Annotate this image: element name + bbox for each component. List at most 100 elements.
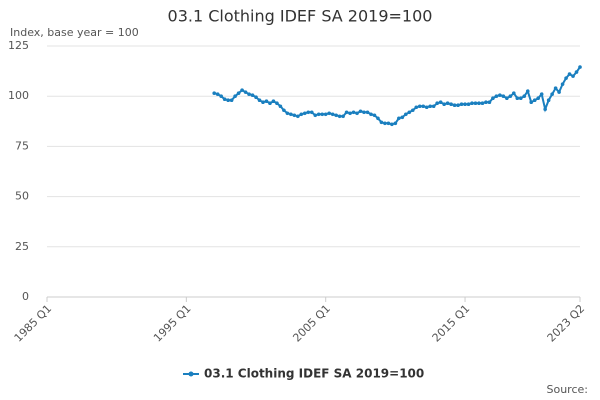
point bbox=[275, 101, 279, 106]
point bbox=[400, 115, 405, 120]
x-tick-label: 2015 Q1 bbox=[430, 302, 473, 345]
point bbox=[330, 112, 335, 117]
y-tick-label: 75 bbox=[15, 139, 29, 152]
x-tick-label: 1985 Q1 bbox=[12, 302, 55, 345]
point bbox=[379, 120, 384, 125]
point bbox=[309, 110, 314, 115]
point bbox=[323, 112, 328, 117]
point bbox=[470, 101, 474, 106]
point bbox=[243, 90, 248, 94]
point bbox=[532, 98, 537, 103]
point bbox=[362, 110, 366, 115]
point bbox=[369, 112, 373, 117]
source-note: Source: bbox=[547, 383, 589, 396]
point bbox=[473, 101, 478, 106]
point bbox=[445, 101, 450, 106]
point bbox=[505, 96, 509, 101]
point bbox=[355, 111, 359, 116]
point bbox=[459, 102, 464, 107]
point bbox=[215, 92, 220, 96]
point bbox=[386, 121, 391, 126]
point bbox=[299, 112, 304, 117]
point bbox=[261, 100, 265, 105]
point bbox=[414, 105, 419, 110]
point bbox=[257, 98, 262, 103]
point bbox=[494, 94, 499, 98]
point bbox=[397, 116, 401, 121]
point bbox=[498, 93, 502, 97]
point bbox=[466, 102, 471, 107]
point bbox=[515, 96, 520, 101]
legend-label: 03.1 Clothing IDEF SA 2019=100 bbox=[204, 367, 424, 381]
point bbox=[240, 88, 244, 92]
y-tick-label: 50 bbox=[15, 190, 29, 203]
point bbox=[344, 110, 349, 115]
point bbox=[341, 114, 345, 119]
point bbox=[254, 95, 258, 100]
point bbox=[536, 96, 540, 101]
point bbox=[264, 99, 269, 104]
point bbox=[376, 116, 380, 121]
point bbox=[550, 92, 554, 96]
point bbox=[525, 89, 530, 93]
point bbox=[522, 94, 527, 98]
point bbox=[508, 94, 513, 98]
point bbox=[518, 96, 523, 101]
point bbox=[282, 108, 286, 113]
x-tick-label: 2005 Q1 bbox=[290, 302, 333, 345]
point bbox=[543, 107, 547, 112]
point bbox=[421, 104, 426, 109]
y-tick-label: 0 bbox=[22, 290, 29, 303]
point bbox=[410, 108, 415, 113]
point bbox=[313, 113, 318, 118]
point bbox=[428, 104, 433, 109]
point bbox=[417, 104, 422, 109]
y-tick-label: 25 bbox=[15, 240, 29, 253]
point bbox=[285, 111, 290, 116]
point bbox=[431, 104, 436, 109]
point bbox=[226, 98, 230, 103]
x-tick-label: 2023 Q2 bbox=[545, 302, 588, 345]
point bbox=[501, 94, 506, 98]
y-tick-label: 125 bbox=[8, 39, 29, 52]
point bbox=[306, 110, 311, 115]
point bbox=[442, 102, 446, 107]
point bbox=[337, 114, 342, 119]
point bbox=[383, 121, 387, 126]
point bbox=[296, 114, 300, 119]
point bbox=[292, 113, 297, 118]
chart-title: 03.1 Clothing IDEF SA 2019=100 bbox=[168, 7, 433, 26]
point bbox=[452, 103, 457, 108]
point bbox=[564, 76, 568, 80]
point bbox=[463, 102, 467, 107]
point bbox=[271, 99, 276, 104]
point bbox=[327, 111, 331, 116]
point bbox=[250, 93, 255, 97]
point bbox=[247, 92, 251, 96]
point bbox=[351, 110, 356, 115]
point bbox=[302, 111, 307, 116]
point bbox=[222, 97, 227, 102]
point bbox=[229, 98, 234, 103]
point bbox=[236, 91, 241, 95]
point bbox=[557, 90, 561, 94]
point bbox=[578, 65, 582, 69]
point bbox=[316, 112, 321, 117]
point bbox=[390, 122, 394, 127]
point bbox=[278, 104, 283, 109]
point bbox=[212, 91, 217, 95]
point bbox=[438, 100, 443, 105]
point bbox=[484, 100, 488, 105]
y-tick-label: 100 bbox=[8, 89, 29, 102]
point bbox=[348, 111, 352, 116]
point bbox=[553, 86, 558, 90]
point bbox=[546, 98, 551, 103]
point bbox=[393, 121, 398, 126]
point bbox=[574, 70, 579, 74]
point bbox=[512, 91, 516, 95]
point bbox=[365, 110, 370, 115]
point bbox=[567, 72, 572, 76]
point bbox=[404, 112, 408, 117]
point bbox=[560, 82, 565, 86]
point bbox=[491, 96, 495, 101]
